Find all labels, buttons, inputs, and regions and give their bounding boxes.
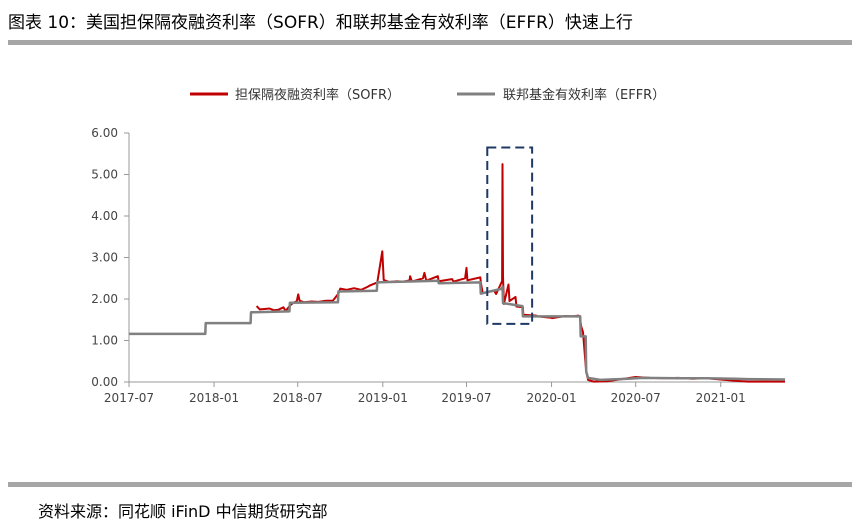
legend: 担保隔夜融资利率（SOFR） 联邦基金有效利率（EFFR） [190,87,665,103]
x-tick-label: 2019-01 [358,391,408,405]
line-chart: 担保隔夜融资利率（SOFR） 联邦基金有效利率（EFFR） 0.00 1.00 2.… [91,87,786,405]
source-note: 资料来源：同花顺 iFinD 中信期货研究部 [38,502,328,521]
y-tick-label: 5.00 [91,168,118,182]
effr-series-line [129,279,786,382]
footer-divider [8,482,852,487]
x-tick-label: 2020-07 [611,391,661,405]
sofr-series-line [255,163,785,383]
y-axis: 0.00 1.00 2.00 3.00 4.00 5.00 6.00 [91,126,130,389]
x-tick-label: 2018-01 [189,391,239,405]
x-tick-label: 2017-07 [104,391,154,405]
x-tick-label: 2021-01 [696,391,746,405]
y-tick-label: 0.00 [91,375,118,389]
title-divider [8,40,852,45]
x-tick-label: 2019-07 [441,391,491,405]
legend-label-sofr: 担保隔夜融资利率（SOFR） [235,87,400,103]
legend-label-effr: 联邦基金有效利率（EFFR） [503,87,665,103]
y-tick-label: 3.00 [91,251,118,265]
y-tick-label: 6.00 [91,126,118,140]
plot-area [129,146,786,383]
repo-spike-highlight-box [486,146,534,325]
x-tick-label: 2018-07 [273,391,323,405]
y-tick-label: 1.00 [91,334,118,348]
x-tick-label: 2020-01 [526,391,576,405]
chart-title: 图表 10：美国担保隔夜融资利率（SOFR）和联邦基金有效利率（EFFR）快速上… [8,13,633,33]
y-tick-label: 4.00 [91,209,118,223]
x-axis: 2017-07 2018-01 2018-07 2019-01 2019-07 2020-… [104,381,785,405]
y-tick-label: 2.00 [91,292,118,306]
